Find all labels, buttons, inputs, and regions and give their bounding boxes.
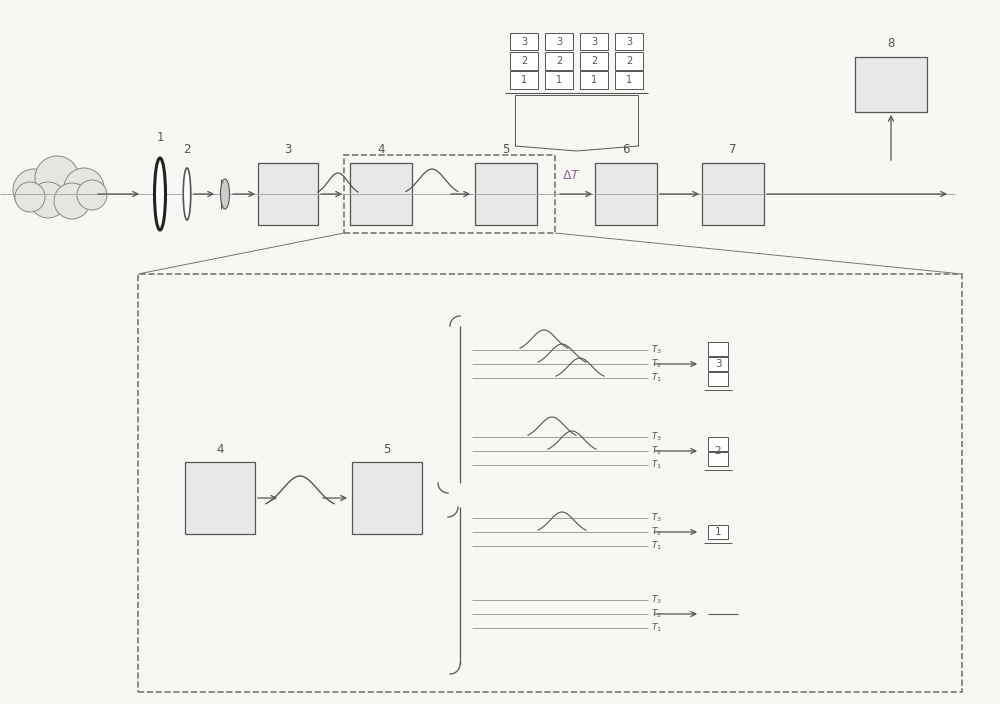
Bar — [580, 33, 608, 51]
Bar — [545, 33, 573, 51]
Text: 1: 1 — [715, 527, 721, 537]
Text: 2: 2 — [715, 446, 721, 456]
Bar — [855, 57, 927, 112]
Ellipse shape — [154, 158, 166, 230]
Text: 6: 6 — [622, 143, 630, 156]
Bar — [344, 155, 555, 233]
Text: $T_2$: $T_2$ — [651, 526, 662, 539]
Circle shape — [13, 169, 55, 211]
Bar — [350, 163, 412, 225]
Circle shape — [15, 182, 45, 212]
Bar — [595, 163, 657, 225]
Circle shape — [64, 168, 104, 208]
Text: $\Delta T$: $\Delta T$ — [562, 169, 581, 182]
Text: 1: 1 — [521, 75, 527, 85]
Bar — [708, 357, 728, 371]
Text: 4: 4 — [377, 143, 385, 156]
Text: $T_2$: $T_2$ — [651, 358, 662, 370]
Text: $T_3$: $T_3$ — [651, 344, 662, 356]
Ellipse shape — [183, 168, 191, 220]
Circle shape — [77, 180, 107, 210]
Bar — [475, 163, 537, 225]
Text: 3: 3 — [284, 143, 292, 156]
Text: $T_1$: $T_1$ — [651, 459, 662, 471]
Bar — [138, 274, 962, 692]
Bar — [510, 52, 538, 70]
Text: 3: 3 — [715, 359, 721, 369]
Text: $T_1$: $T_1$ — [651, 540, 662, 552]
Text: 2: 2 — [521, 56, 527, 66]
Bar — [708, 525, 728, 539]
Circle shape — [35, 156, 79, 200]
Text: 2: 2 — [626, 56, 632, 66]
Bar — [510, 72, 538, 89]
Bar — [702, 163, 764, 225]
Bar — [708, 436, 728, 451]
Text: 2: 2 — [183, 143, 191, 156]
Text: $T_2$: $T_2$ — [651, 608, 662, 620]
Bar — [615, 52, 643, 70]
Text: $T_2$: $T_2$ — [651, 445, 662, 458]
Bar — [580, 72, 608, 89]
Text: 2: 2 — [591, 56, 597, 66]
Text: 5: 5 — [383, 443, 391, 456]
Text: 2: 2 — [556, 56, 562, 66]
Bar — [708, 342, 728, 356]
Bar — [708, 451, 728, 465]
Text: $T_3$: $T_3$ — [651, 512, 662, 524]
Circle shape — [30, 182, 66, 218]
Text: 3: 3 — [556, 37, 562, 46]
Circle shape — [54, 183, 90, 219]
Text: $T_3$: $T_3$ — [651, 593, 662, 606]
Text: 1: 1 — [156, 131, 164, 144]
Bar — [708, 372, 728, 386]
Text: 7: 7 — [729, 143, 737, 156]
Text: 3: 3 — [521, 37, 527, 46]
Text: 1: 1 — [626, 75, 632, 85]
Text: 1: 1 — [556, 75, 562, 85]
Bar — [580, 52, 608, 70]
Text: $T_1$: $T_1$ — [651, 622, 662, 634]
Bar — [258, 163, 318, 225]
Text: 1: 1 — [591, 75, 597, 85]
Text: 5: 5 — [502, 143, 510, 156]
Bar — [352, 462, 422, 534]
Bar — [615, 72, 643, 89]
Bar — [545, 52, 573, 70]
Text: $T_3$: $T_3$ — [651, 431, 662, 444]
Bar — [545, 72, 573, 89]
Text: 8: 8 — [887, 37, 895, 50]
Text: 4: 4 — [216, 443, 224, 456]
Bar — [510, 33, 538, 51]
Bar — [185, 462, 255, 534]
Text: 3: 3 — [591, 37, 597, 46]
Bar — [615, 33, 643, 51]
Text: 3: 3 — [626, 37, 632, 46]
Text: $T_1$: $T_1$ — [651, 372, 662, 384]
Ellipse shape — [220, 179, 230, 209]
